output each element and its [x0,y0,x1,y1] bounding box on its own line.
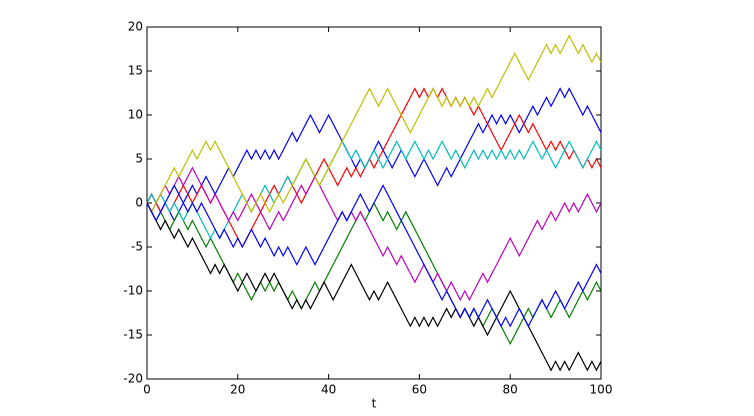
y-tick-label: 15 [128,64,143,78]
series-line [146,166,602,302]
x-tick-label: 20 [230,383,245,397]
x-tick-label: 60 [412,383,427,397]
y-tick-label: 10 [128,108,143,122]
y-tick-label: 0 [135,196,143,210]
series-line [146,34,602,214]
x-tick-label: 0 [143,383,151,397]
y-tick-label: -15 [123,328,143,342]
x-axis-label: t [372,397,377,411]
y-tick-label: -20 [123,372,143,386]
y-tick-label: 5 [135,152,143,166]
x-tick-label: 40 [321,383,336,397]
x-tick-label: 100 [590,383,613,397]
y-tick-label: 20 [128,20,143,34]
x-tick-label: 80 [503,383,518,397]
y-tick-label: -10 [123,284,143,298]
series-line [146,184,602,328]
y-tick-label: -5 [131,240,143,254]
